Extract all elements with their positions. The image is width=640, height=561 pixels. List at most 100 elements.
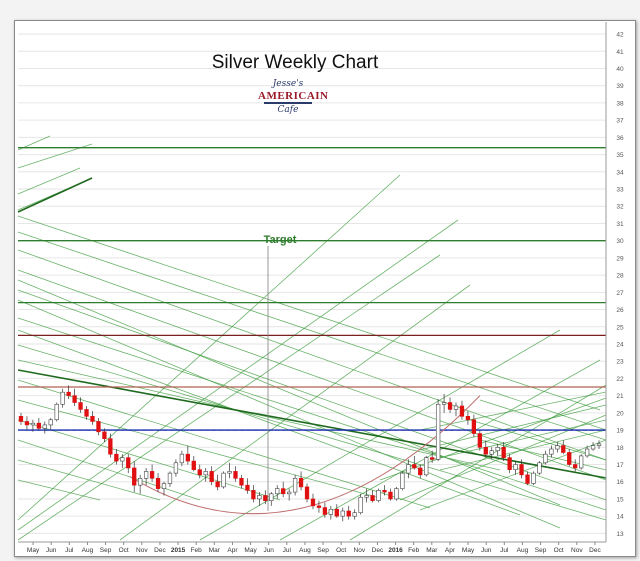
y-tick-label: 24 — [616, 341, 624, 348]
candle-up — [441, 402, 447, 405]
x-tick-label: Jun — [481, 547, 492, 554]
x-tick-label: Sep — [535, 547, 547, 554]
trend-line — [17, 289, 607, 501]
candle-up — [30, 422, 36, 426]
candle-down — [96, 421, 101, 433]
candle-up — [531, 472, 536, 484]
y-tick-label: 19 — [616, 428, 624, 435]
candle-down — [281, 488, 286, 495]
candle-up — [328, 508, 334, 515]
trend-line — [17, 399, 381, 499]
candle-down — [334, 508, 339, 517]
trend-line — [199, 329, 561, 541]
candle-up — [424, 457, 429, 476]
trend-line — [17, 419, 281, 501]
candle-up — [578, 455, 584, 469]
candle-up — [406, 464, 411, 474]
candle-up — [138, 477, 143, 486]
candle-up — [358, 496, 363, 514]
y-tick-label: 40 — [616, 66, 624, 73]
logo-line-3: Cafe — [277, 105, 299, 115]
y-tick-label: 42 — [616, 32, 624, 39]
candle-up — [590, 445, 596, 450]
trend-line — [17, 269, 607, 481]
candle-up — [42, 424, 47, 429]
trend-line — [119, 284, 471, 541]
candle-down — [459, 405, 465, 417]
trend-line — [17, 231, 607, 431]
candle-down — [24, 421, 30, 426]
candle-up — [48, 419, 53, 426]
candle-up — [543, 453, 548, 464]
x-tick-label: Jul — [283, 547, 292, 554]
x-tick-label: Oct — [554, 547, 564, 554]
candle-up — [54, 403, 59, 421]
trend-line — [17, 299, 561, 529]
trend-line — [17, 479, 101, 501]
y-tick-label: 38 — [616, 100, 624, 107]
x-tick-label: 2016 — [388, 547, 403, 554]
y-tick-label: 16 — [616, 479, 624, 486]
trend-line — [17, 379, 431, 509]
candle-down — [209, 471, 214, 483]
annotations: Target — [264, 234, 297, 512]
candle-up — [221, 472, 226, 488]
candle-up — [352, 512, 357, 517]
candle-up — [376, 490, 381, 501]
y-tick-label: 37 — [616, 118, 624, 125]
candle-up — [275, 488, 280, 495]
x-tick-label: Oct — [119, 547, 129, 554]
x-tick-label: Mar — [426, 547, 438, 554]
candle-down — [382, 490, 387, 493]
trend-line — [419, 439, 607, 511]
logo-line-1: Jesse's — [272, 79, 304, 89]
candle-up — [584, 448, 590, 457]
trend-line — [17, 459, 161, 501]
x-tick-label: Feb — [408, 547, 420, 554]
channel-line — [17, 177, 93, 213]
trend-line — [349, 384, 607, 541]
trend-line — [17, 219, 459, 531]
candle-up — [394, 488, 399, 500]
y-tick-label: 26 — [616, 307, 624, 314]
x-tick-label: Aug — [517, 547, 529, 554]
candle-down — [149, 471, 155, 479]
candle-down — [412, 464, 417, 469]
candle-down — [155, 477, 161, 489]
jesses-cafe-logo: Jesse's AMERICAIN Cafe — [258, 79, 328, 129]
x-tick-label: Sep — [100, 547, 112, 554]
x-tick-label: Jul — [500, 547, 509, 554]
trend-line — [379, 397, 607, 481]
trend-line — [17, 279, 561, 506]
candle-down — [573, 464, 578, 469]
candle-up — [203, 471, 208, 476]
x-tick-label: May — [462, 547, 475, 554]
x-tick-label: Nov — [354, 547, 366, 554]
candle-up — [513, 464, 518, 470]
candle-down — [519, 464, 524, 476]
x-tick-label: Jun — [263, 547, 274, 554]
x-tick-label: Aug — [299, 547, 311, 554]
trend-line — [469, 419, 607, 461]
x-tick-label: Oct — [336, 547, 346, 554]
candle-down — [126, 457, 131, 469]
y-tick-label: 27 — [616, 290, 624, 297]
candle-up — [435, 403, 441, 460]
candle-up — [60, 391, 65, 405]
x-tick-label: Dec — [372, 547, 384, 554]
candle-down — [430, 457, 435, 460]
candle-up — [161, 483, 167, 489]
x-tick-label: Feb — [191, 547, 203, 554]
candle-up — [537, 462, 542, 474]
candle-up — [340, 510, 345, 517]
target-label: Target — [264, 234, 297, 246]
candle-up — [549, 448, 554, 455]
candle-down — [191, 460, 196, 470]
y-tick-label: 30 — [616, 238, 624, 245]
candle-down — [388, 491, 393, 500]
candle-down — [245, 484, 250, 491]
y-tick-label: 20 — [616, 410, 624, 417]
candle-down — [447, 402, 453, 410]
candle-up — [453, 405, 459, 410]
y-tick-label: 25 — [616, 324, 624, 331]
